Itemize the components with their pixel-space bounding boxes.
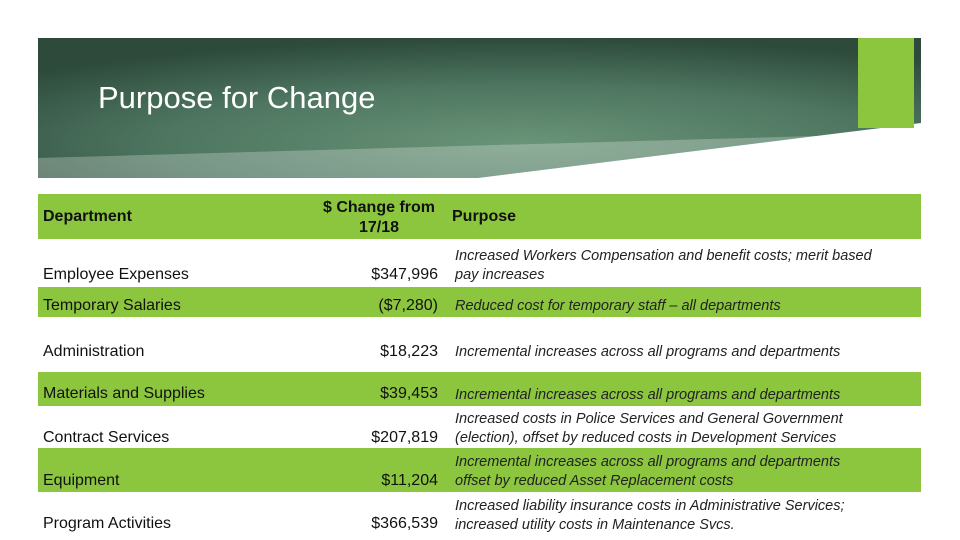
page-title: Purpose for Change — [98, 80, 376, 115]
table-cell-change: $18,223 — [380, 343, 438, 360]
table-cell-purpose-line: Incremental increases across all program… — [455, 454, 841, 470]
table-cell-department: Contract Services — [43, 429, 170, 446]
table-cell-purpose-line: Increased liability insurance costs in A… — [455, 498, 845, 514]
row-band-temporary-salaries — [38, 287, 921, 317]
header-purpose: Purpose — [452, 208, 517, 225]
table-cell-department: Materials and Supplies — [43, 385, 205, 402]
table-cell-change: $207,819 — [371, 429, 438, 446]
title-banner — [38, 38, 921, 178]
table-cell-purpose-line: pay increases — [455, 267, 545, 283]
banner-background — [38, 38, 921, 178]
table-cell-purpose-line: Incremental increases across all program… — [455, 387, 841, 403]
accent-bar — [858, 38, 914, 128]
row-band-equipment — [38, 448, 921, 492]
table-cell-purpose-line: Increased costs in Police Services and G… — [455, 411, 843, 427]
table-cell-change: ($7,280) — [378, 297, 438, 314]
header-change: $ Change from 17/18 — [322, 199, 435, 236]
table-header-row — [38, 194, 921, 239]
table-cell-change: $39,453 — [380, 385, 438, 402]
header-department: Department — [43, 208, 132, 225]
table-cell-purpose-line: Increased Workers Compensation and benef… — [455, 248, 872, 264]
table-cell-department: Employee Expenses — [43, 266, 189, 283]
table-cell-department: Program Activities — [43, 515, 172, 532]
table-cell-department: Equipment — [43, 472, 120, 489]
table-cell-department: Administration — [43, 343, 145, 360]
table-cell-purpose-line: Reduced cost for temporary staff – all d… — [455, 298, 781, 314]
table-cell-department: Temporary Salaries — [43, 297, 181, 314]
table-cell-purpose-line: Incremental increases across all program… — [455, 344, 841, 360]
table-cell-purpose-line: (election), offset by reduced costs in D… — [455, 430, 837, 446]
table-cell-change: $11,204 — [381, 472, 438, 489]
table-cell-purpose-line: increased utility costs in Maintenance S… — [455, 517, 735, 533]
table-cell-purpose-line: offset by reduced Asset Replacement cost… — [455, 473, 734, 489]
table-cell-change: $347,996 — [371, 266, 438, 283]
row-band-materials — [38, 372, 921, 406]
table-cell-change: $366,539 — [371, 515, 438, 532]
